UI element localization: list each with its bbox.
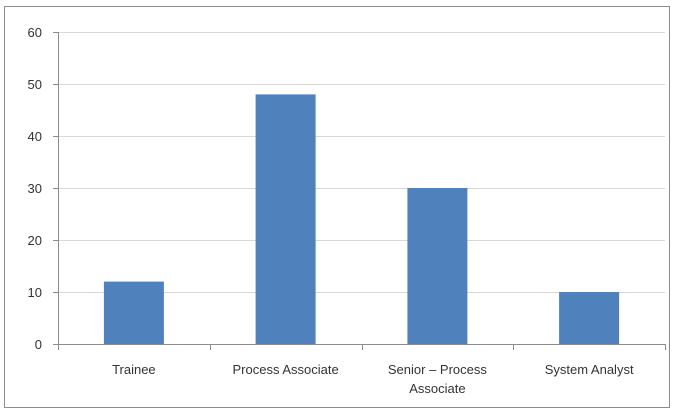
x-category-label: Senior – Process Associate [388,362,487,396]
y-tick-label: 40 [28,129,42,144]
x-category-label: Process Associate [233,362,339,377]
x-category-label: Trainee [112,362,156,377]
x-category-label-line: Process Associate [233,362,339,377]
y-tick-label: 0 [35,337,42,352]
y-tick-label: 50 [28,77,42,92]
bar [407,188,468,344]
bar [255,94,316,345]
y-tick-label: 30 [28,181,42,196]
y-tick-label: 10 [28,285,42,300]
x-category-label-line: Trainee [112,362,156,377]
x-category-label-line: Associate [409,381,465,396]
y-tick-label: 60 [28,25,42,40]
x-category-label-line: System Analyst [545,362,634,377]
bar [559,292,620,344]
y-tick-label: 20 [28,233,42,248]
x-category-label-line: Senior – Process [388,362,487,377]
x-category-label: System Analyst [545,362,634,377]
bar [103,281,164,344]
